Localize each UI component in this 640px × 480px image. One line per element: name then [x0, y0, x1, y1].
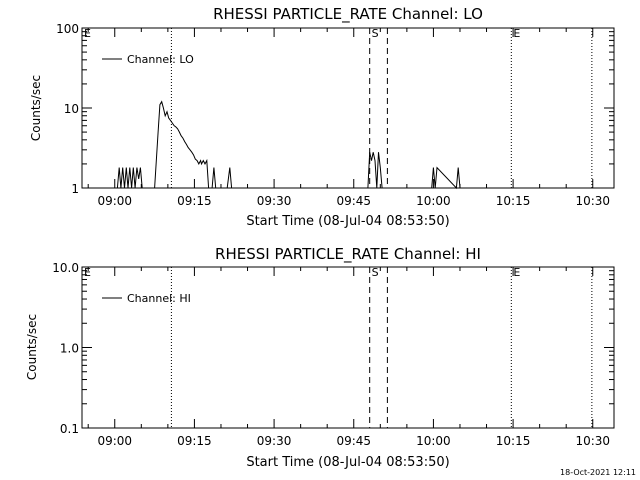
chart-1-marker-label: S [372, 27, 379, 40]
chart-1-xtick-label: 09:00 [97, 194, 132, 208]
chart-2-legend-entry: Channel: HI [127, 292, 191, 305]
chart-2-ytick-label: 10.0 [52, 261, 79, 275]
chart-1-marker-label: E [84, 27, 91, 40]
chart-2-xlabel: Start Time (08-Jul-04 08:53:50) [246, 455, 449, 470]
chart-1-ytick-label: 10 [64, 102, 79, 116]
chart-2-xtick-label: 10:15 [496, 434, 531, 448]
chart-1-xtick-label: 10:00 [416, 194, 451, 208]
chart-2-xtick-label: 10:00 [416, 434, 451, 448]
chart-2-xtick-label: 09:30 [257, 434, 292, 448]
chart-2-xtick-label: 09:00 [97, 434, 132, 448]
chart-2-xtick-label: 09:15 [177, 434, 212, 448]
chart-1-xtick-label: 10:30 [575, 194, 610, 208]
chart-2-marker-label: S [372, 266, 379, 279]
chart-1-series-line [116, 100, 461, 190]
chart-1-xtick-label: 10:15 [496, 194, 531, 208]
chart-2-ytick-label: 0.1 [60, 422, 79, 436]
chart-1-title: RHESSI PARTICLE_RATE Channel: LO [213, 5, 483, 24]
chart-2-ylabel: Counts/sec [25, 314, 39, 380]
chart-1-xtick-label: 09:45 [336, 194, 371, 208]
chart-2-ytick-label: 1.0 [60, 342, 79, 356]
chart-2-title: RHESSI PARTICLE_RATE Channel: HI [215, 245, 481, 264]
chart-2-marker-label: E [84, 266, 91, 279]
chart-1-xlabel: Start Time (08-Jul-04 08:53:50) [246, 214, 449, 229]
chart-1-ylabel: Counts/sec [29, 75, 43, 141]
chart-2-xtick-label: 09:45 [336, 434, 371, 448]
chart-1-ytick-label: 1 [71, 182, 79, 196]
footer-timestamp: 18-Oct-2021 12:11 [560, 468, 636, 477]
chart-1-xtick-label: 09:30 [257, 194, 292, 208]
chart-2-xtick-label: 10:30 [575, 434, 610, 448]
chart-1-ytick-label: 100 [56, 22, 79, 36]
chart-1-plot-frame [81, 27, 615, 189]
chart-2-marker-label: E [513, 266, 520, 279]
chart-1-legend-entry: Channel: LO [127, 53, 194, 66]
chart-1-xtick-label: 09:15 [177, 194, 212, 208]
chart-1-marker-label: E [513, 27, 520, 40]
